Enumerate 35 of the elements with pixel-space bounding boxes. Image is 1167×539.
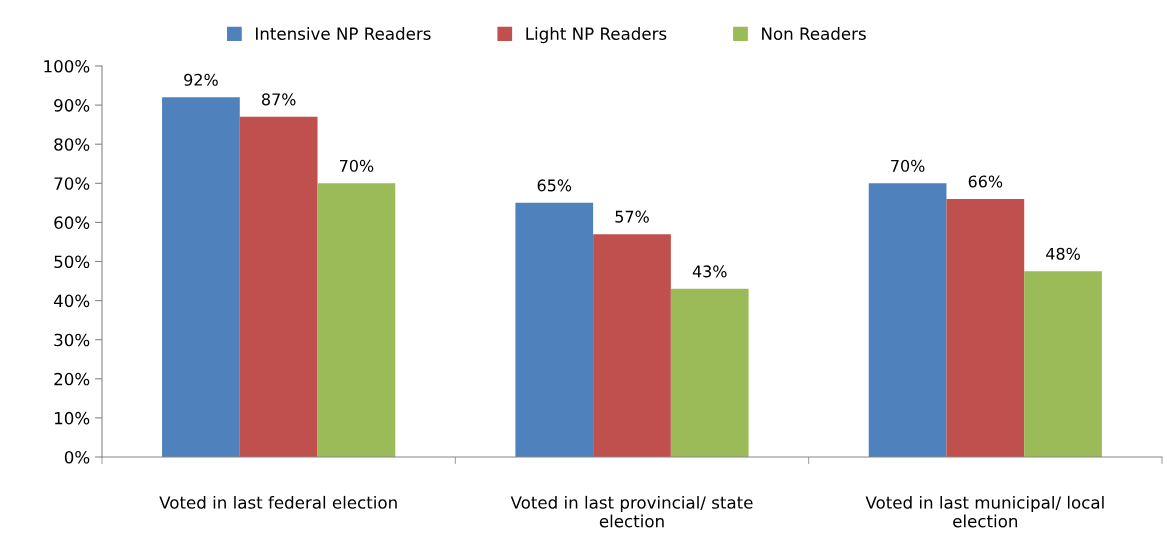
bar — [593, 234, 671, 457]
y-tick-label: 10% — [54, 411, 90, 425]
x-tick-label: Voted in last federal election — [159, 495, 397, 509]
legend-label: Light NP Readers — [526, 27, 667, 44]
data-label: 43% — [692, 265, 727, 278]
legend-label: Intensive NP Readers — [256, 27, 431, 40]
y-tick-label: 20% — [54, 372, 90, 386]
bar — [162, 97, 240, 457]
y-tick-label: 80% — [54, 138, 90, 151]
bar — [317, 183, 396, 457]
y-tick-label: 30% — [54, 333, 90, 347]
data-label: 70% — [891, 159, 925, 172]
y-tick-label: 70% — [54, 177, 90, 190]
y-tick-label: 0% — [64, 450, 90, 464]
y-tick-label: 50% — [54, 255, 90, 269]
data-label: 70% — [339, 159, 374, 172]
y-tick-label: 60% — [54, 216, 90, 229]
bar — [946, 198, 1025, 457]
bar — [515, 202, 594, 457]
bar — [868, 183, 947, 457]
y-tick-label: 100% — [44, 59, 90, 73]
data-label: 65% — [537, 179, 572, 192]
x-tick-label: Voted in last provincial/ state election — [510, 495, 753, 528]
data-label: 87% — [262, 93, 296, 106]
bar — [1024, 271, 1102, 457]
data-label: 48% — [1046, 247, 1080, 260]
x-tick-label: Voted in last municipal/ local election — [865, 495, 1104, 528]
y-tick-label: 40% — [53, 294, 90, 308]
data-label: 92% — [184, 73, 218, 86]
y-tick-label: 90% — [54, 99, 90, 112]
bar — [239, 116, 318, 457]
bar — [670, 288, 749, 457]
legend-label: Non Readers — [762, 27, 866, 40]
data-label: 66% — [968, 175, 1003, 188]
data-label: 57% — [615, 210, 649, 223]
